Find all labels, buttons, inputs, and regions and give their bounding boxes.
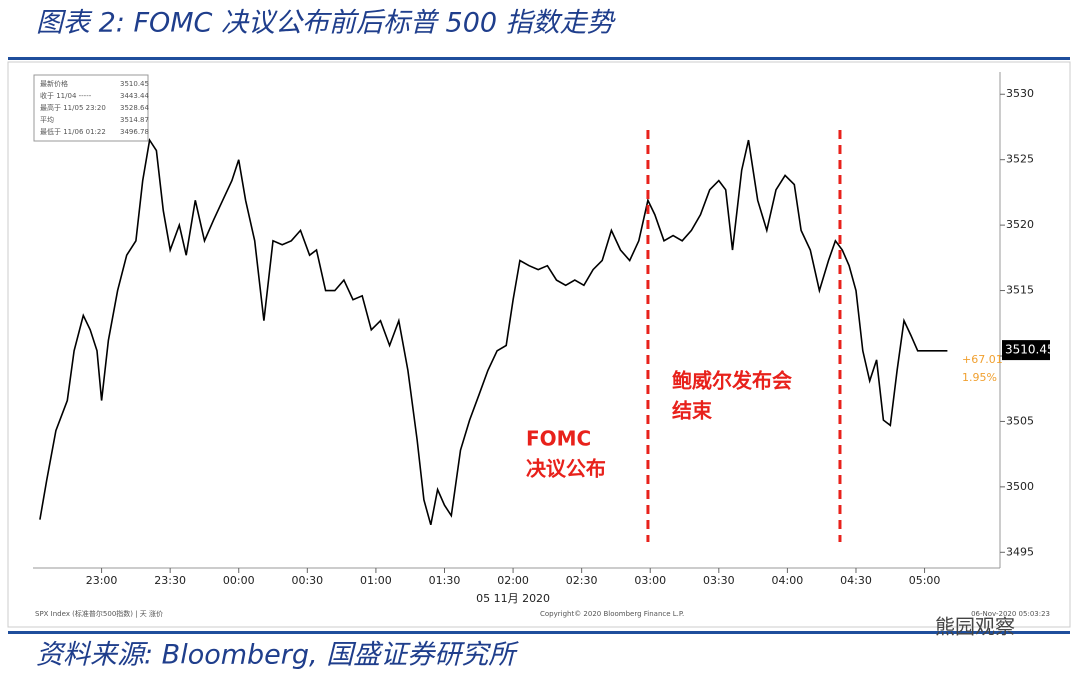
y-tick-label: 3505: [1006, 414, 1034, 427]
y-tick-label: 3495: [1006, 545, 1034, 558]
x-tick-label: 05:00: [909, 574, 941, 587]
legend-value: 3514.87: [120, 116, 149, 124]
x-tick-label: 04:30: [840, 574, 872, 587]
x-tick-label: 23:00: [86, 574, 118, 587]
legend-label: 最低于 11/06 01:22: [40, 127, 106, 136]
x-tick-label: 03:00: [634, 574, 666, 587]
legend-value: 3528.64: [120, 104, 149, 112]
event-label: 决议公布: [526, 457, 606, 481]
x-tick-label: 04:00: [772, 574, 804, 587]
y-tick-label: 3520: [1006, 218, 1034, 231]
legend-label: 收于 11/04 -----: [40, 91, 92, 100]
title: 图表 2: FOMC 决议公布前后标普 500 指数走势: [36, 8, 617, 39]
legend-value: 3443.44: [120, 92, 149, 100]
x-tick-label: 03:30: [703, 574, 735, 587]
legend-box: [33, 74, 149, 142]
last-value: 3510.45: [1005, 343, 1055, 357]
legend-label: 最高于 11/05 23:20: [40, 103, 106, 112]
change-label: +67.01: [962, 353, 1003, 366]
last-value-box: [1002, 340, 1050, 361]
footnote: SPX Index (标准普尔500指数) | 天 涨价: [35, 609, 163, 618]
y-tick-label: 3500: [1006, 480, 1034, 493]
event-label: FOMC: [526, 427, 591, 451]
watermark: 熊园观察: [935, 615, 1015, 639]
change-label: 1.95%: [962, 371, 997, 384]
date-label: 05 11月 2020: [476, 592, 550, 605]
y-tick-label: 3515: [1006, 284, 1034, 297]
x-tick-label: 02:30: [566, 574, 598, 587]
y-tick-label: 3525: [1006, 153, 1034, 166]
x-tick-label: 00:00: [223, 574, 255, 587]
y-tick-label: 3530: [1006, 87, 1034, 100]
legend-label: 最新价格: [40, 79, 68, 88]
event-label: 鲍威尔发布会: [672, 369, 792, 393]
legend-value: 3496.78: [120, 128, 149, 136]
rule: [8, 631, 1070, 634]
x-tick-label: 02:00: [497, 574, 529, 587]
rule: [8, 57, 1070, 60]
event-label: 结束: [672, 399, 713, 423]
footnote: 06-Nov-2020 05:03:23: [971, 610, 1050, 618]
x-tick-label: 00:30: [291, 574, 323, 587]
footnote: Copyright© 2020 Bloomberg Finance L.P.: [540, 610, 684, 618]
legend-value: 3510.45: [120, 80, 149, 88]
price-line: [39, 137, 948, 526]
legend-label: 平均: [40, 115, 54, 124]
x-tick-label: 01:00: [360, 574, 392, 587]
x-tick-label: 23:30: [154, 574, 186, 587]
x-tick-label: 01:30: [429, 574, 461, 587]
chart-frame: [7, 61, 1071, 628]
source: 资料来源: Bloomberg, 国盛证券研究所: [36, 640, 519, 671]
